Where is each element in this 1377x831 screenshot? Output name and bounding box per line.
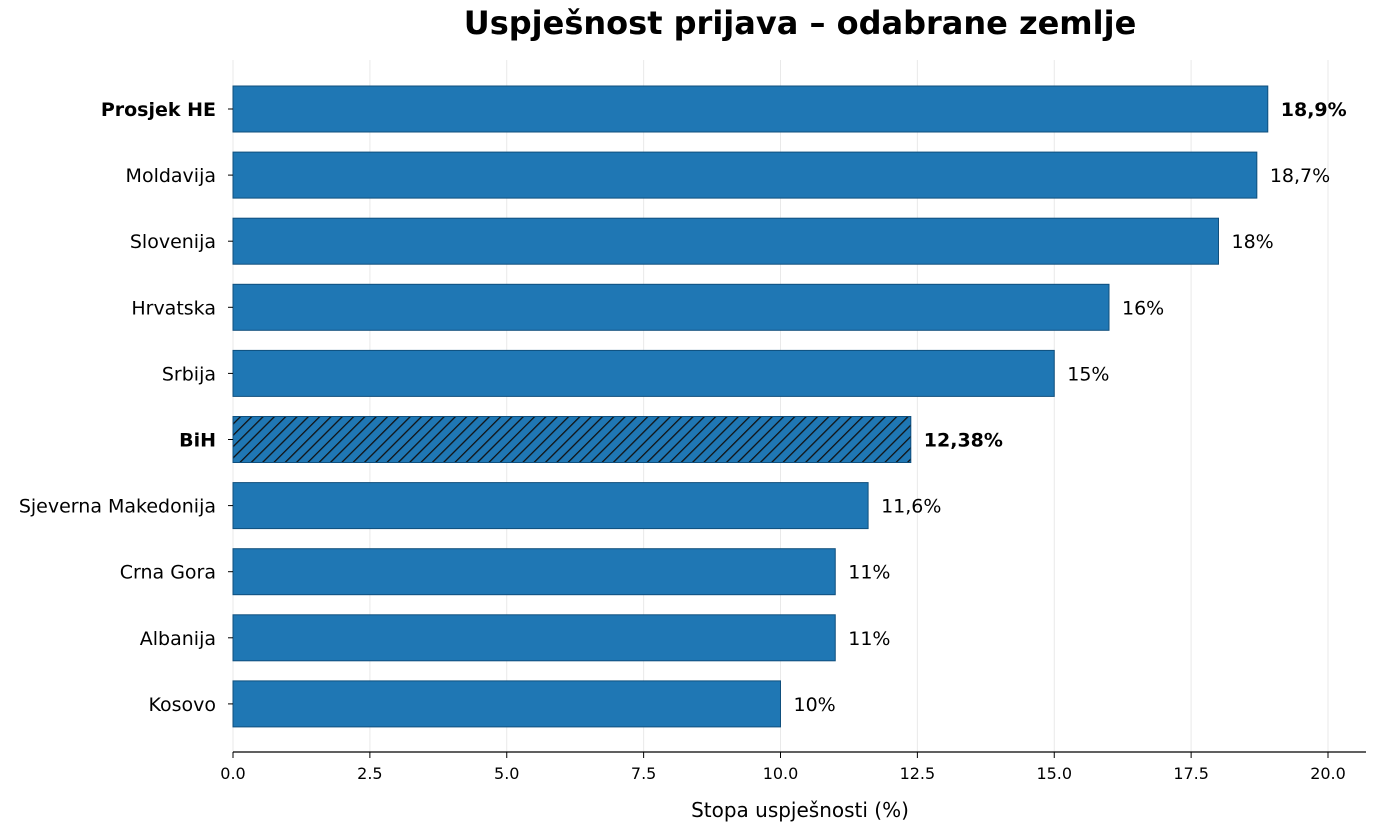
category-label: Srbija	[162, 363, 216, 385]
x-tick-label: 15.0	[1036, 764, 1072, 783]
value-labels: 18,9% 18,7% 18% 16% 15% 12,38% 11,6% 11% 11% 10%	[794, 99, 1347, 716]
value-label: 11%	[848, 562, 890, 584]
category-label: Moldavija	[126, 165, 216, 187]
x-tick-label: 2.5	[357, 764, 382, 783]
category-label: Sjeverna Makedonija	[19, 496, 216, 518]
chart-title: Uspješnost prijava – odabrane zemlje	[464, 4, 1137, 42]
value-label: 11%	[848, 628, 890, 650]
bars	[232, 85, 1269, 728]
category-label: Albanija	[140, 628, 216, 650]
bar-srbija	[232, 349, 1055, 397]
x-axis-ticks: 0.0 2.5 5.0 7.5 10.0 12.5 15.0 17.5 20.0	[220, 752, 1346, 783]
x-tick-label: 17.5	[1173, 764, 1209, 783]
x-tick-label: 7.5	[631, 764, 656, 783]
value-label: 16%	[1122, 297, 1164, 319]
category-label: Hrvatska	[131, 297, 216, 319]
value-label: 12,38%	[924, 430, 1003, 452]
bar-sjeverna-makedonija	[232, 482, 869, 530]
x-tick-label: 10.0	[763, 764, 799, 783]
category-label: BiH	[179, 430, 216, 452]
value-label: 15%	[1067, 363, 1109, 385]
bar-kosovo	[232, 680, 781, 728]
x-tick-label: 5.0	[494, 764, 519, 783]
category-label: Crna Gora	[120, 562, 216, 584]
bar-albanija	[232, 614, 836, 662]
x-tick-label: 0.0	[220, 764, 245, 783]
value-label: 10%	[794, 694, 836, 716]
x-tick-label: 20.0	[1310, 764, 1346, 783]
bar-bih	[232, 416, 912, 463]
category-label: Prosjek HE	[101, 99, 216, 121]
x-axis-label: Stopa uspješnosti (%)	[691, 798, 909, 822]
bar-hrvatska	[232, 283, 1110, 331]
bar-prosjek-he	[232, 85, 1269, 133]
category-label: Kosovo	[148, 694, 216, 716]
value-label: 18%	[1232, 231, 1274, 253]
value-label: 18,7%	[1270, 165, 1330, 187]
category-label: Slovenija	[130, 231, 216, 253]
x-tick-label: 12.5	[900, 764, 936, 783]
value-label: 11,6%	[881, 496, 941, 518]
category-labels: Prosjek HE Moldavija Slovenija Hrvatska Srbi…	[19, 99, 233, 716]
bar-slovenija	[232, 217, 1219, 265]
bar-moldavija	[232, 151, 1258, 199]
value-label: 18,9%	[1281, 99, 1347, 121]
bar-crna-gora	[232, 548, 836, 596]
